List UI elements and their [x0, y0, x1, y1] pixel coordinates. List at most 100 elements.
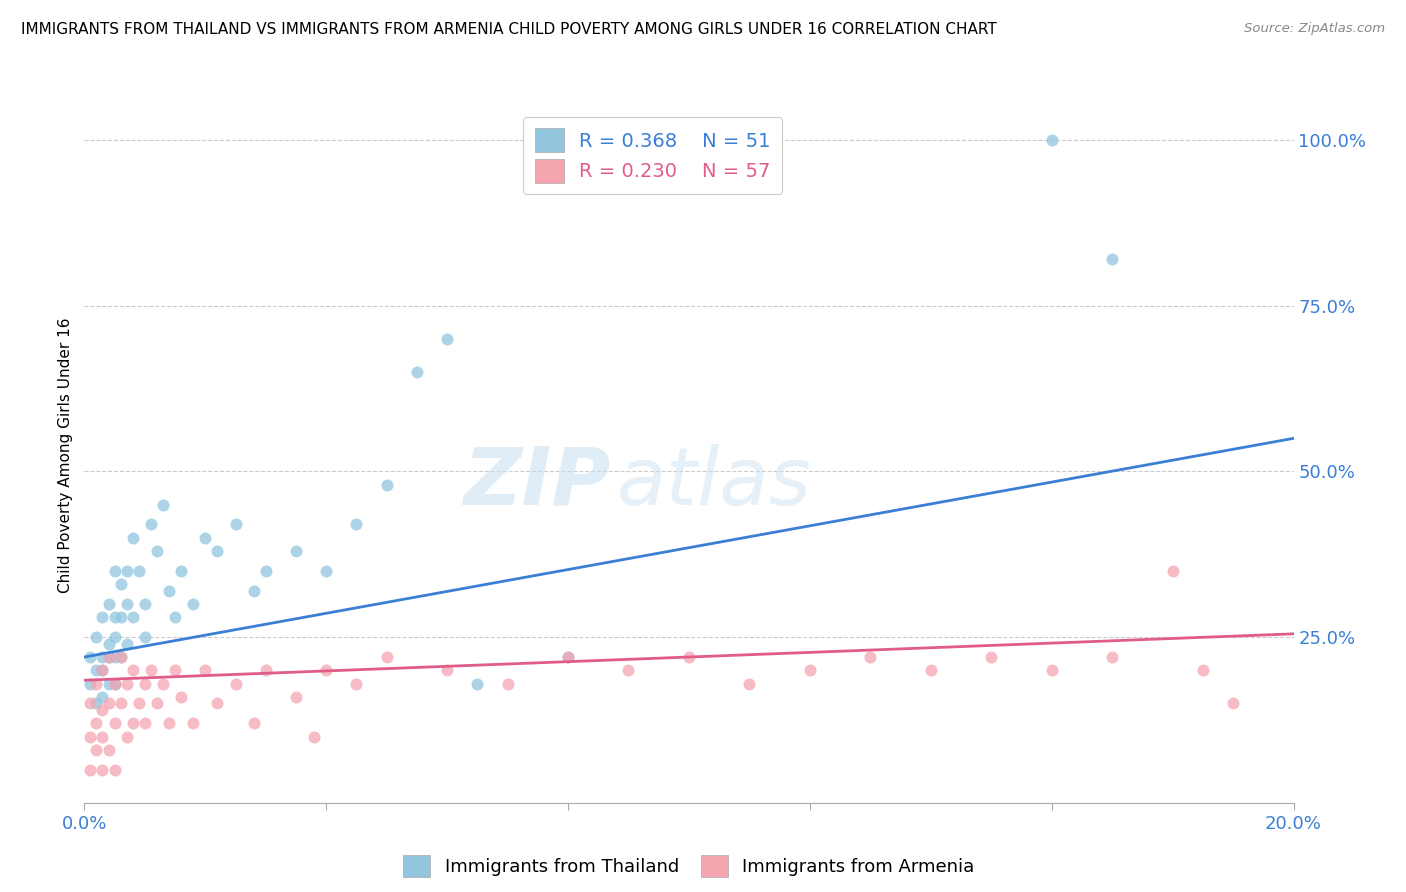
Point [110, 610, 132, 624]
Point [859, 650, 882, 665]
Point [86, 743, 108, 757]
Point [165, 663, 187, 677]
Point [315, 564, 337, 578]
Point [346, 676, 368, 690]
Legend: Immigrants from Thailand, Immigrants from Armenia: Immigrants from Thailand, Immigrants fro… [396, 847, 981, 884]
Point [104, 676, 127, 690]
Point [104, 650, 127, 665]
Point [496, 676, 519, 690]
Point [91, 690, 114, 704]
Point [285, 544, 308, 558]
Point [86, 676, 108, 690]
Point [86, 663, 108, 677]
Point [1040, 133, 1063, 147]
Point [115, 597, 138, 611]
Point [104, 564, 127, 578]
Point [79, 763, 101, 777]
Point [242, 583, 264, 598]
Point [436, 332, 458, 346]
Point [104, 763, 127, 777]
Y-axis label: Child Poverty Among Girls Under 16: Child Poverty Among Girls Under 16 [58, 318, 73, 592]
Point [128, 697, 150, 711]
Point [207, 544, 229, 558]
Point [97, 676, 120, 690]
Point [375, 477, 398, 491]
Point [157, 716, 180, 731]
Point [225, 517, 247, 532]
Text: Source: ZipAtlas.com: Source: ZipAtlas.com [1244, 22, 1385, 36]
Point [86, 697, 108, 711]
Point [79, 730, 101, 744]
Point [86, 630, 108, 644]
Point [146, 544, 169, 558]
Text: IMMIGRANTS FROM THAILAND VS IMMIGRANTS FROM ARMENIA CHILD POVERTY AMONG GIRLS UN: IMMIGRANTS FROM THAILAND VS IMMIGRANTS F… [21, 22, 997, 37]
Point [104, 676, 127, 690]
Point [1101, 252, 1123, 267]
Point [157, 583, 180, 598]
Point [170, 690, 193, 704]
Point [91, 663, 114, 677]
Point [406, 365, 429, 379]
Point [920, 663, 942, 677]
Point [139, 517, 162, 532]
Point [152, 676, 174, 690]
Point [97, 650, 120, 665]
Point [1101, 650, 1123, 665]
Point [97, 650, 120, 665]
Point [121, 716, 143, 731]
Point [79, 697, 101, 711]
Point [134, 716, 156, 731]
Point [1192, 663, 1215, 677]
Point [315, 663, 337, 677]
Point [254, 564, 277, 578]
Point [1222, 697, 1244, 711]
Point [104, 610, 127, 624]
Point [134, 676, 156, 690]
Point [375, 650, 398, 665]
Point [128, 564, 150, 578]
Point [121, 663, 143, 677]
Point [557, 650, 579, 665]
Point [194, 663, 217, 677]
Point [104, 716, 127, 731]
Point [139, 663, 162, 677]
Text: atlas: atlas [616, 443, 811, 522]
Point [285, 690, 308, 704]
Point [980, 650, 1002, 665]
Point [79, 676, 101, 690]
Point [194, 531, 217, 545]
Point [97, 637, 120, 651]
Point [91, 730, 114, 744]
Point [110, 697, 132, 711]
Point [91, 610, 114, 624]
Point [110, 577, 132, 591]
Point [1040, 663, 1063, 677]
Point [97, 597, 120, 611]
Text: ZIP: ZIP [463, 443, 610, 522]
Point [121, 610, 143, 624]
Point [115, 676, 138, 690]
Point [436, 663, 458, 677]
Point [242, 716, 264, 731]
Point [181, 716, 204, 731]
Point [1161, 564, 1184, 578]
Point [115, 564, 138, 578]
Point [91, 663, 114, 677]
Point [467, 676, 489, 690]
Point [678, 650, 700, 665]
Point [110, 650, 132, 665]
Point [91, 763, 114, 777]
Point [225, 676, 247, 690]
Point [115, 637, 138, 651]
Point [152, 498, 174, 512]
Point [110, 650, 132, 665]
Point [254, 663, 277, 677]
Point [557, 650, 579, 665]
Point [146, 697, 169, 711]
Point [115, 730, 138, 744]
Point [91, 703, 114, 717]
Point [97, 697, 120, 711]
Point [617, 663, 640, 677]
Point [104, 630, 127, 644]
Point [302, 730, 325, 744]
